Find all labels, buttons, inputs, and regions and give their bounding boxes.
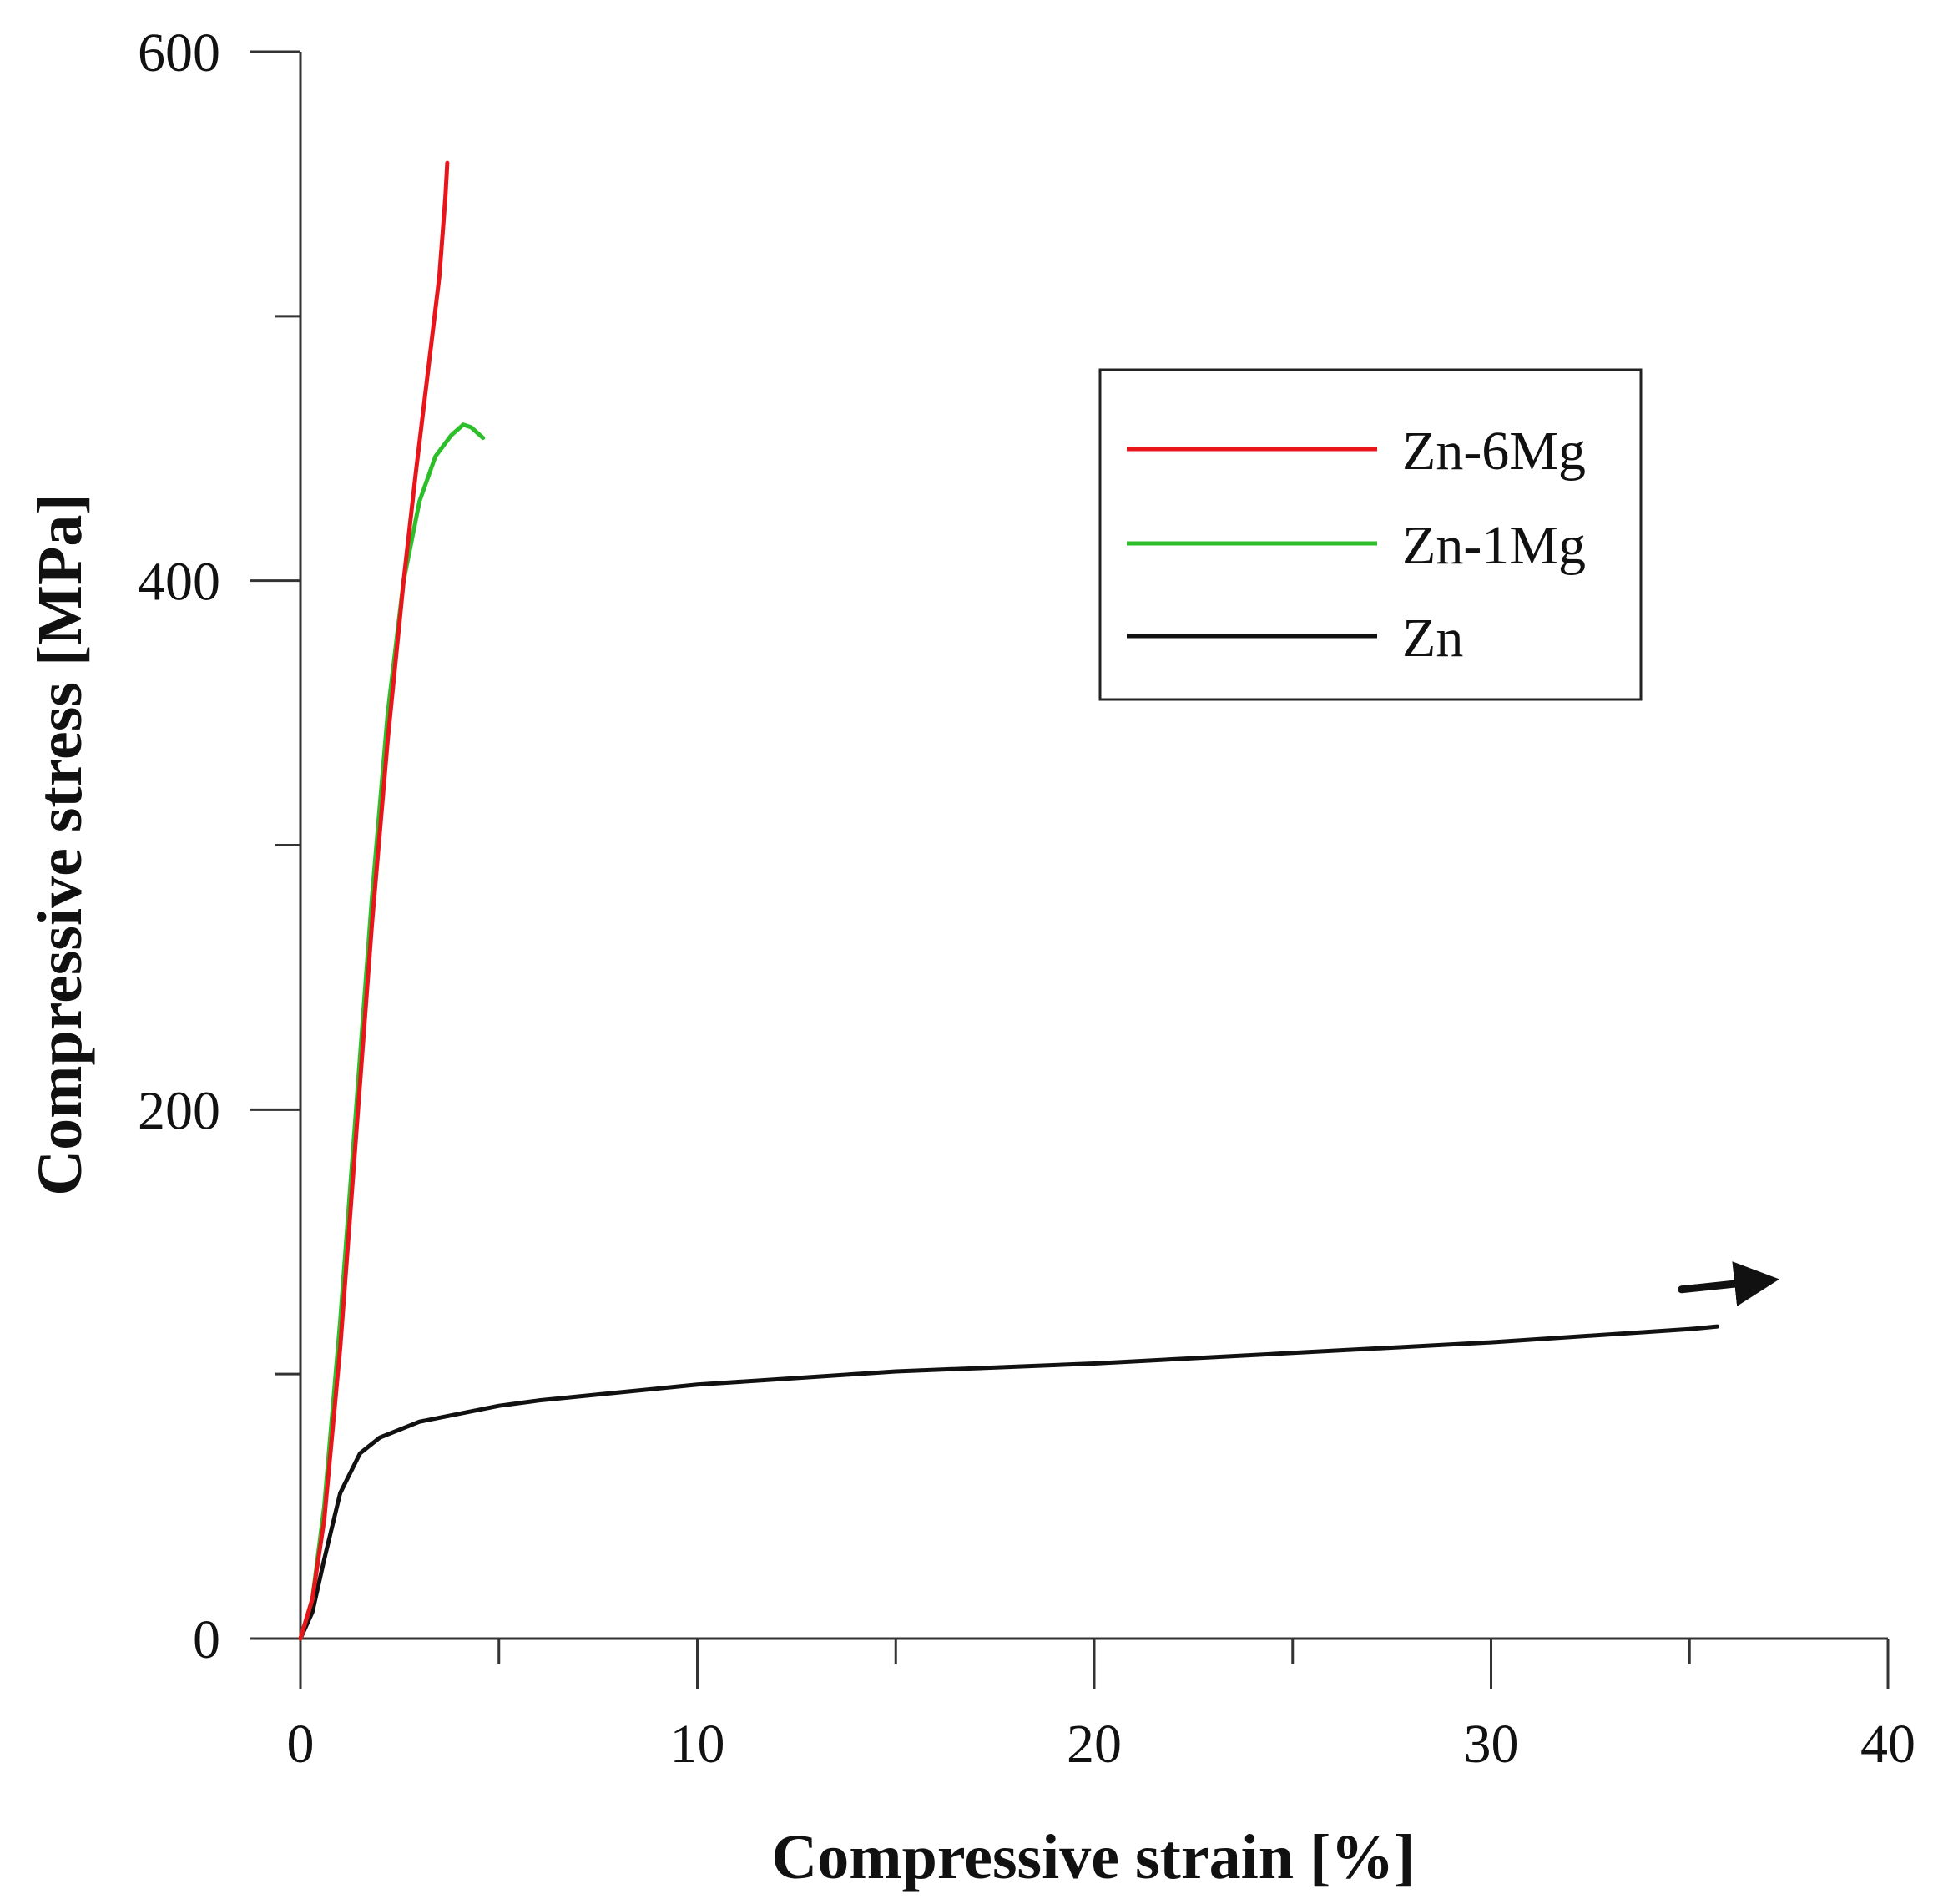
legend-label-zn: Zn — [1402, 608, 1463, 669]
y-tick-label: 0 — [193, 1609, 220, 1670]
series-line-zn-6mg — [298, 160, 450, 1641]
series-line-zn-1mg — [298, 422, 486, 1641]
axes — [250, 52, 1888, 1640]
x-tick-label: 30 — [1464, 1714, 1519, 1775]
series-group — [298, 160, 1719, 1641]
continuation-arrow — [1678, 1261, 1779, 1306]
x-axis-label: Compressive strain [%] — [771, 1822, 1415, 1892]
x-tick-label: 10 — [670, 1714, 725, 1775]
legend: Zn-6Mg Zn-1Mg Zn — [1098, 368, 1643, 701]
series-line-zn — [298, 1324, 1719, 1641]
x-ticks: 0 10 20 30 40 — [287, 1639, 1915, 1775]
y-ticks: 0 200 400 600 — [138, 23, 300, 1670]
y-axis-label: Compressive stress [MPa] — [25, 493, 95, 1195]
y-tick-label: 200 — [138, 1080, 220, 1141]
y-tick-label: 600 — [138, 23, 220, 83]
x-tick-label: 40 — [1860, 1714, 1915, 1775]
x-tick-label: 20 — [1067, 1714, 1122, 1775]
legend-label-zn-6mg: Zn-6Mg — [1402, 421, 1586, 482]
y-tick-label: 400 — [138, 552, 220, 613]
legend-label-zn-1mg: Zn-1Mg — [1402, 515, 1586, 576]
legend-box — [1098, 368, 1643, 701]
x-tick-label: 0 — [287, 1714, 315, 1775]
